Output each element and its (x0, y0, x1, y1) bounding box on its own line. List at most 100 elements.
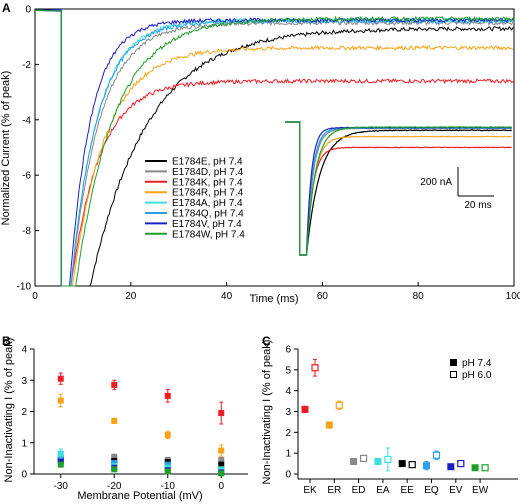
panel-c-ytick-label: 5 (285, 365, 291, 376)
panel-c-xtick-label: EQ (424, 485, 439, 496)
panel-c-point-ph74 (398, 460, 406, 468)
panel-c-ylabel: Non-Inactivating I (% of peak) (261, 340, 273, 485)
inset-trace (285, 121, 512, 256)
legend-label: E1784R, pH 7.4 (172, 188, 244, 199)
panel-c-chart: 0 1 2 3 4 5 6 EK ER ED EA EE EQ EV EW pH 7.4 pH 6.0 N… (261, 340, 518, 496)
legend-label: E1784K, pH 7.4 (172, 177, 243, 188)
trace-e1784w (34, 9, 515, 287)
panel-c-ytick-label: 4 (285, 386, 291, 397)
panel-a-xtick-label: 60 (317, 291, 329, 302)
panel-c-point-ph74 (447, 463, 455, 471)
panel-b-ytick-label: 2 (21, 407, 27, 418)
panel-b-point (164, 468, 171, 475)
panel-c-point-ph60 (360, 454, 368, 462)
panel-b-point (164, 461, 171, 468)
legend-open-marker (450, 371, 457, 378)
panel-b-ytick-label: 1 (21, 438, 27, 449)
panel-c-ytick-label: 2 (285, 428, 291, 439)
panel-letter-b: B (2, 334, 11, 348)
panel-b-point (164, 392, 171, 399)
panel-a-frame (34, 8, 515, 287)
panel-b-point (111, 453, 118, 460)
panel-c-ytick-label: 6 (285, 345, 291, 356)
panel-b-point (57, 458, 64, 465)
panel-c-point-ph74 (423, 462, 430, 470)
panel-a-xtick-label: 20 (125, 291, 137, 302)
legend-label: E1784D, pH 7.4 (172, 167, 244, 178)
panel-c-point-ph74 (350, 458, 358, 465)
panel-c-xtick-label: EK (303, 485, 317, 496)
panel-c-point-ph60 (481, 464, 489, 472)
legend-label: E1784A, pH 7.4 (172, 198, 243, 209)
panel-b-point (57, 461, 64, 468)
trace-e1784k (34, 9, 515, 287)
panel-c-legend: pH 7.4 pH 6.0 (450, 358, 492, 381)
panel-a-xtick-label: 40 (221, 291, 233, 302)
panel-b-point (218, 456, 225, 463)
panel-a-ytick-label: -2 (22, 60, 31, 71)
panel-a-ytick-label: -10 (17, 282, 32, 293)
panel-b-xtick-label: -10 (161, 481, 176, 492)
panel-c-point-ph60 (432, 451, 441, 459)
trace-e1784r (34, 9, 514, 287)
panel-c-points (301, 358, 489, 472)
panel-a-ytick-label: -8 (22, 226, 31, 237)
panel-b-xtick-label: -30 (54, 481, 69, 492)
panel-letter-c: C (262, 334, 271, 348)
legend-open-label: pH 6.0 (462, 370, 492, 381)
inset-trace (285, 121, 512, 256)
legend-filled-label: pH 7.4 (462, 358, 492, 369)
panel-b-point (57, 397, 64, 404)
panel-letter-a: A (2, 1, 11, 15)
trace-e1784e (35, 9, 515, 287)
scale-bar-time-label: 20 ms (464, 200, 491, 211)
panel-b-point (111, 460, 118, 467)
legend-label: E1784E, pH 7.4 (172, 157, 243, 168)
panel-b-xtick-label: 0 (218, 481, 224, 492)
panel-a-xlabel: Time (ms) (249, 293, 298, 305)
panel-b-point (111, 417, 118, 424)
panel-c-point-ph74 (325, 421, 333, 429)
panel-b-point (111, 381, 118, 388)
panel-a-ytick-label: -4 (22, 115, 31, 126)
panel-b-ytick-label: 3 (21, 376, 27, 387)
panel-b-chart: -30 -20 -10 0 0 1 2 3 4 Membrane Potential (mV)… (3, 338, 248, 502)
inset-trace (285, 121, 512, 256)
panel-b-xlabel: Membrane Potential (mV) (77, 490, 202, 502)
panel-b-ytick-label: 4 (21, 345, 27, 356)
panel-c-ytick-label: 1 (285, 449, 291, 460)
panel-c-xtick-label: EE (401, 485, 415, 496)
panel-a-ytick-label: -6 (22, 171, 31, 182)
panel-c-xtick-label: EW (472, 485, 489, 496)
panel-b-point (164, 431, 171, 438)
panel-c-point-ph60 (457, 459, 465, 468)
panel-a-ytick-label: 0 (25, 5, 31, 16)
panel-a-chart: 0 20 40 60 80 100 0 -2 -4 -6 -8 -10 E1784E, pH 7.4… (0, 5, 520, 306)
panel-a-inset (285, 121, 512, 256)
panel-c-point-ph74 (301, 405, 309, 413)
panel-b-point (218, 410, 225, 417)
panel-c-point-ph74 (471, 464, 479, 472)
panel-b-point (57, 450, 64, 457)
panel-b-ytick-label: 0 (21, 470, 27, 481)
panel-c-xtick-label: ED (352, 485, 366, 496)
scale-bar-current-label: 200 nA (420, 177, 452, 188)
legend-filled-marker (450, 359, 457, 366)
panel-a-ylabel: Normalized Current (% of peak) (0, 71, 12, 226)
panel-b-ylabel: Non-Inactivating I (% of peak) (3, 338, 15, 483)
panel-b-point (218, 447, 225, 454)
panel-b-xtick-label: -20 (107, 481, 122, 492)
inset-trace (285, 121, 512, 256)
panel-b-point (111, 466, 118, 473)
panel-c-point-ph60 (311, 364, 319, 372)
panel-b-point (218, 461, 225, 468)
panel-b-point (218, 466, 225, 473)
panel-c-point-ph74 (374, 458, 382, 465)
panel-a-xtick-label: 100 (506, 291, 520, 302)
panel-c-xtick-label: ER (327, 485, 341, 496)
panel-c-point-ph60 (384, 455, 392, 464)
legend-label: E1784Q, pH 7.4 (172, 209, 244, 220)
trace-e1784q (34, 9, 515, 287)
panel-c-ytick-label: 3 (285, 407, 291, 418)
